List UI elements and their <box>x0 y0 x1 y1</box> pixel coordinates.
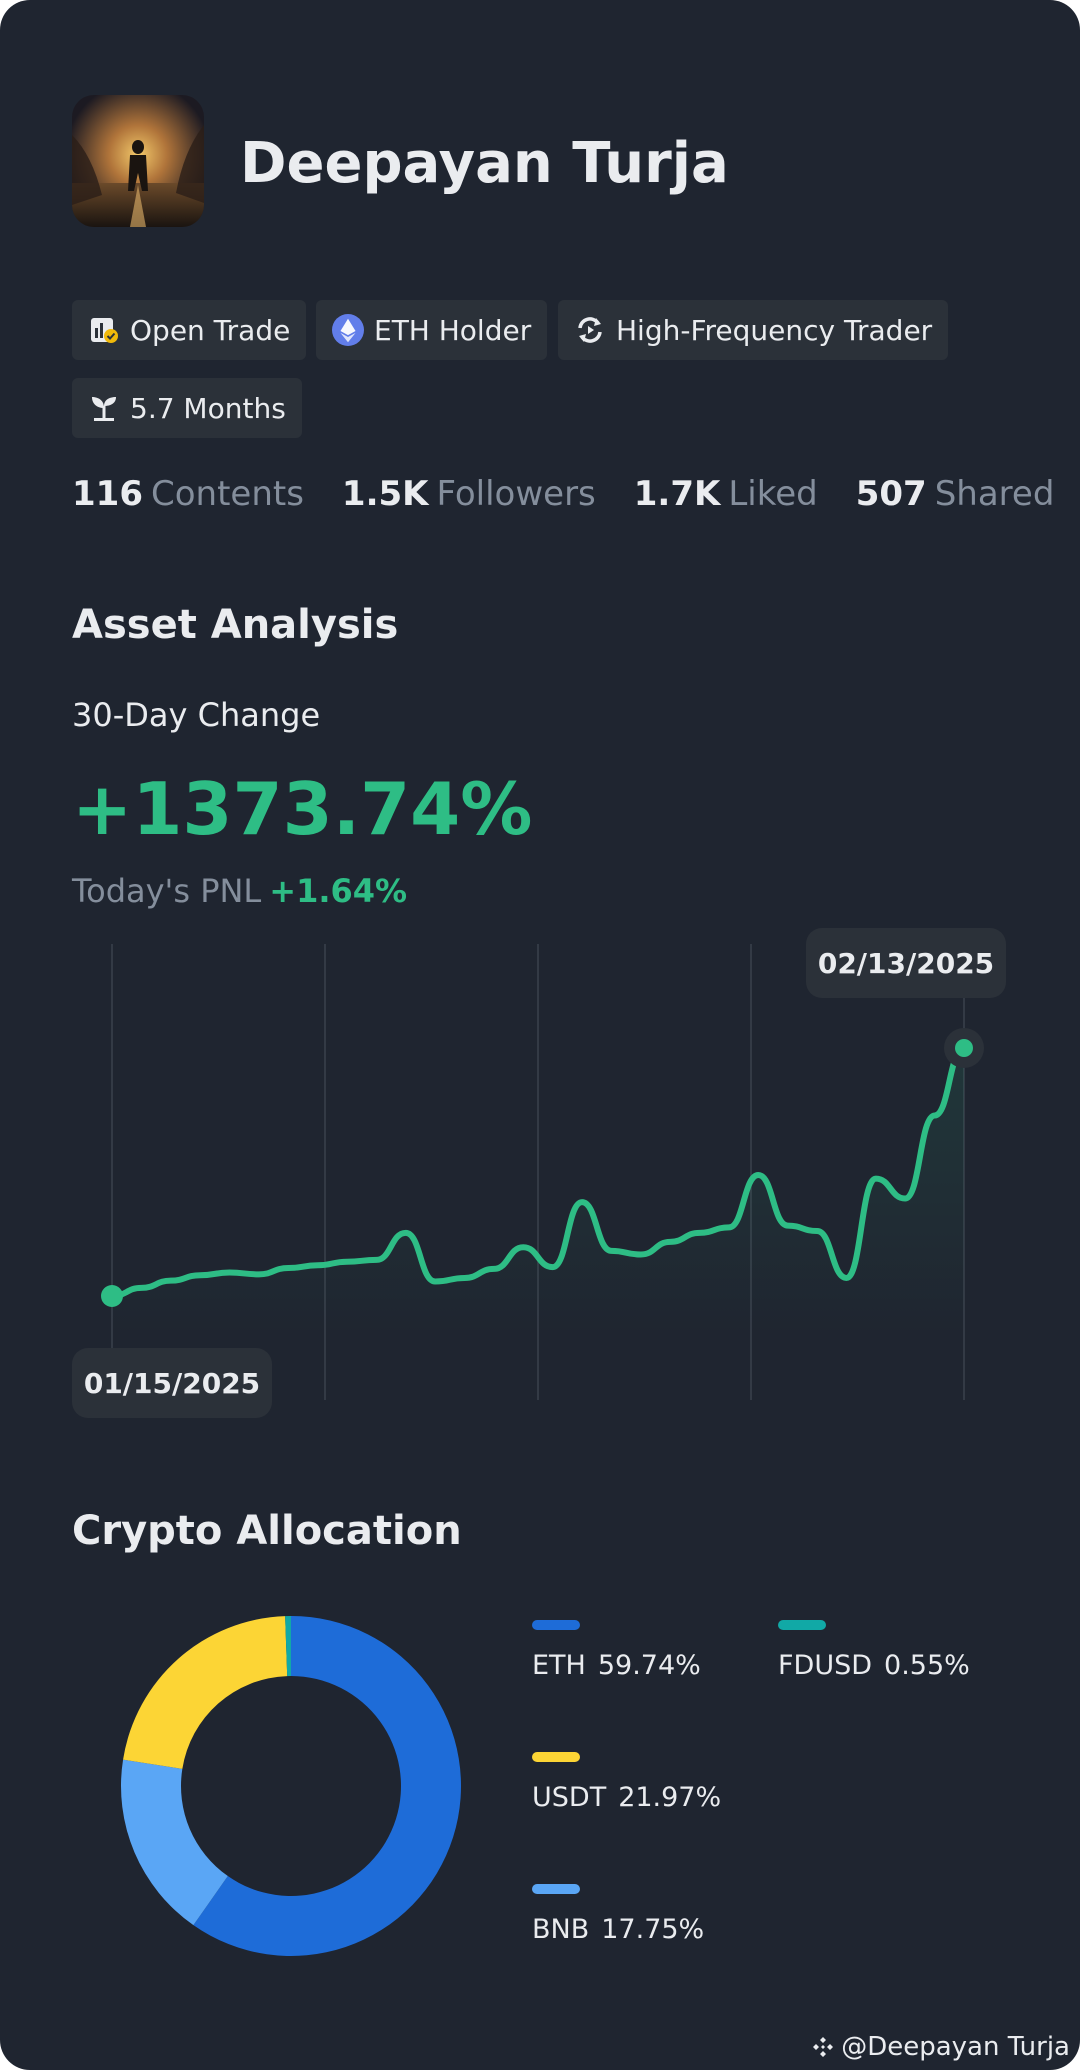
chart-area-fill <box>112 1048 964 1336</box>
stat-value: 1.5K <box>341 474 429 514</box>
stat-followers[interactable]: 1.5K Followers <box>342 474 596 518</box>
stat-label: Contents <box>150 474 304 514</box>
stat-label: Shared <box>934 474 1055 514</box>
stat-value: 1.7K <box>633 474 721 514</box>
legend-percent: 0.55% <box>884 1650 970 1681</box>
legend-bnb: BNB 17.75% <box>532 1884 704 1945</box>
profile-name: Deepayan Turja <box>240 131 729 196</box>
legend-symbol: FDUSD <box>778 1650 873 1681</box>
badge-eth-holder[interactable]: ETH Holder <box>316 300 548 360</box>
sprout-icon <box>88 392 120 424</box>
allocation-donut-chart[interactable] <box>110 1605 472 1967</box>
legend-swatch <box>532 1884 580 1894</box>
legend-swatch <box>532 1752 580 1762</box>
stat-value: 507 <box>855 474 927 514</box>
legend-eth: ETH 59.74% <box>532 1620 701 1681</box>
legend-symbol: BNB <box>532 1914 590 1945</box>
change-label: 30-Day Change <box>72 696 321 734</box>
legend-percent: 17.75% <box>601 1914 705 1945</box>
legend-swatch <box>532 1620 580 1630</box>
chart-series-line <box>109 1045 967 1299</box>
legend-percent: 21.97% <box>618 1782 722 1813</box>
end-date-tooltip: 02/13/2025 <box>806 928 1006 998</box>
legend-symbol: USDT <box>532 1782 607 1813</box>
badge-months[interactable]: 5.7 Months <box>72 378 302 438</box>
legend-percent: 59.74% <box>597 1650 701 1681</box>
badge-open-trade[interactable]: Open Trade <box>72 300 307 360</box>
stat-label: Followers <box>436 474 596 514</box>
donut-slice-usdt[interactable] <box>123 1616 288 1769</box>
badge-high-frequency-trader[interactable]: High-Frequency Trader <box>558 300 949 360</box>
stat-liked[interactable]: 1.7K Liked <box>634 474 818 518</box>
asset-analysis-title: Asset Analysis <box>72 602 399 648</box>
crypto-allocation-title: Crypto Allocation <box>72 1508 462 1554</box>
legend-symbol: ETH <box>532 1650 586 1681</box>
legend-usdt: USDT 21.97% <box>532 1752 721 1813</box>
pnl-line-chart[interactable] <box>72 940 1008 1420</box>
badge-label: 5.7 Months <box>130 391 286 425</box>
donut-slice-eth[interactable] <box>193 1616 462 1956</box>
watermark: @Deepayan Turja <box>811 2032 1070 2062</box>
watermark-handle: @Deepayan Turja <box>841 2032 1070 2062</box>
stat-label: Liked <box>728 474 818 514</box>
chart-start-point[interactable] <box>101 1285 123 1307</box>
stat-contents[interactable]: 116 Contents <box>72 474 304 518</box>
chart-end-point[interactable] <box>955 1039 973 1057</box>
binance-logo-icon <box>811 2035 835 2059</box>
badge-label: ETH Holder <box>374 313 532 347</box>
pnl-label: Today's PNL <box>72 872 262 910</box>
todays-pnl: Today's PNL +1.64% <box>72 872 407 910</box>
legend-fdusd: FDUSD 0.55% <box>778 1620 970 1681</box>
legend-swatch <box>778 1620 826 1630</box>
pnl-value: +1.64% <box>269 872 408 910</box>
ethereum-icon <box>332 314 364 346</box>
avatar[interactable] <box>72 95 204 227</box>
badge-label: High-Frequency Trader <box>616 313 933 347</box>
stat-value: 116 <box>72 474 143 514</box>
donut-slice-fdusd[interactable] <box>285 1616 291 1677</box>
open-trade-icon <box>88 314 120 346</box>
change-value: +1373.74% <box>72 767 533 851</box>
profile-stats: 116 Contents 1.5K Followers 1.7K Liked 507 S… <box>72 474 1080 518</box>
stat-shared[interactable]: 507 Shared <box>856 474 1055 518</box>
donut-slice-bnb[interactable] <box>121 1759 228 1926</box>
badge-label: Open Trade <box>130 313 291 347</box>
refresh-cycle-icon <box>574 314 606 346</box>
start-date-tooltip: 01/15/2025 <box>72 1348 272 1418</box>
